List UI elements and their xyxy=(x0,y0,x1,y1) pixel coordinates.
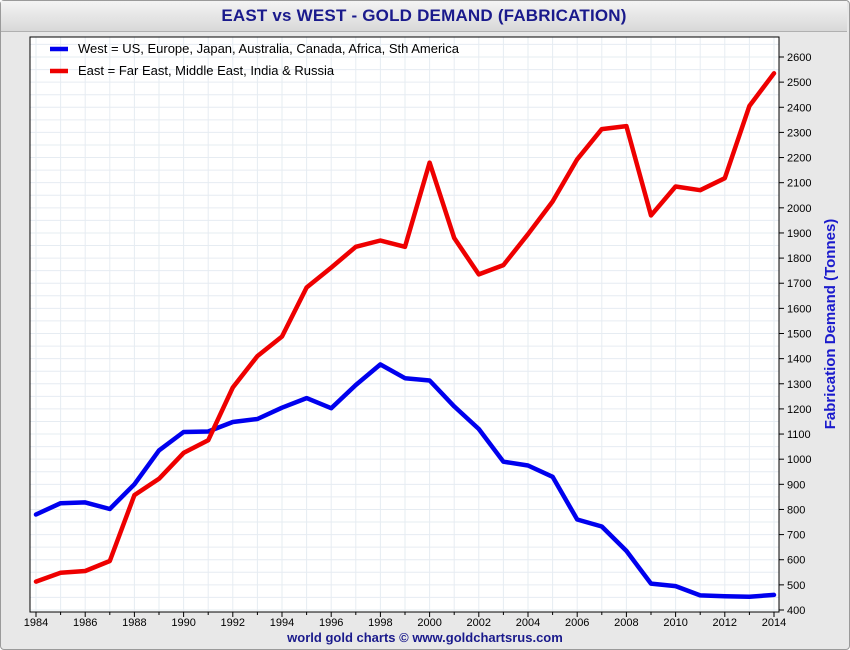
y-axis-label: Fabrication Demand (Tonnes) xyxy=(822,219,839,430)
x-tick-label: 2000 xyxy=(417,617,441,629)
y-tick-label: 700 xyxy=(787,530,805,542)
y-tick-label: 1900 xyxy=(787,228,811,240)
y-tick-label: 2200 xyxy=(787,153,811,165)
legend-label-1: East = Far East, Middle East, India & Ru… xyxy=(78,63,335,78)
x-tick-label: 1992 xyxy=(221,617,245,629)
y-tick-label: 900 xyxy=(787,479,805,491)
y-tick-label: 2500 xyxy=(787,77,811,89)
y-tick-label: 1100 xyxy=(787,429,811,441)
series-layer xyxy=(33,71,777,599)
chart-title: EAST vs WEST - GOLD DEMAND (FABRICATION) xyxy=(221,6,627,25)
x-tick-label: 2014 xyxy=(762,617,786,629)
grid-layer xyxy=(30,37,779,612)
y-tick-label: 2000 xyxy=(787,203,811,215)
axis-layer: 400 500 600 700 800 900 1000 1100 1200 1300 1400 15… xyxy=(24,36,811,629)
y-tick-label: 2100 xyxy=(787,178,811,190)
series-line-0 xyxy=(33,362,777,599)
x-tick-label: 2012 xyxy=(713,617,737,629)
y-tick-label: 1300 xyxy=(787,379,811,391)
y-tick-label: 2400 xyxy=(787,102,811,114)
x-tick-label: 2002 xyxy=(467,617,491,629)
y-tick-label: 800 xyxy=(787,504,805,516)
y-tick-label: 2300 xyxy=(787,127,811,139)
x-tick-label: 1994 xyxy=(270,617,294,629)
y-tick-label: 400 xyxy=(787,605,805,617)
y-tick-label: 1700 xyxy=(787,278,811,290)
y-tick-label: 1400 xyxy=(787,354,811,366)
title-bar: EAST vs WEST - GOLD DEMAND (FABRICATION) xyxy=(1,1,847,32)
footer-credit: world gold charts © www.goldchartsrus.co… xyxy=(287,630,563,645)
x-tick-label: 1986 xyxy=(73,617,97,629)
x-tick-label: 1988 xyxy=(122,617,146,629)
y-tick-label: 500 xyxy=(787,580,805,592)
x-tick-label: 2010 xyxy=(663,617,687,629)
x-tick-label: 1998 xyxy=(368,617,392,629)
x-tick-label: 2008 xyxy=(614,617,638,629)
legend-label-0: West = US, Europe, Japan, Australia, Can… xyxy=(78,41,460,56)
y-tick-label: 1000 xyxy=(787,454,811,466)
legend: West = US, Europe, Japan, Australia, Can… xyxy=(50,41,460,78)
x-tick-label: 1990 xyxy=(171,617,195,629)
y-tick-label: 1600 xyxy=(787,303,811,315)
y-tick-label: 1500 xyxy=(787,329,811,341)
x-tick-label: 2004 xyxy=(516,617,540,629)
series-line-1 xyxy=(33,71,777,584)
y-tick-label: 1800 xyxy=(787,253,811,265)
y-tick-label: 600 xyxy=(787,555,805,567)
y-tick-label: 1200 xyxy=(787,404,811,416)
x-tick-label: 2006 xyxy=(565,617,589,629)
y-tick-label: 2600 xyxy=(787,52,811,64)
x-tick-label: 1984 xyxy=(24,617,48,629)
x-tick-label: 1996 xyxy=(319,617,343,629)
